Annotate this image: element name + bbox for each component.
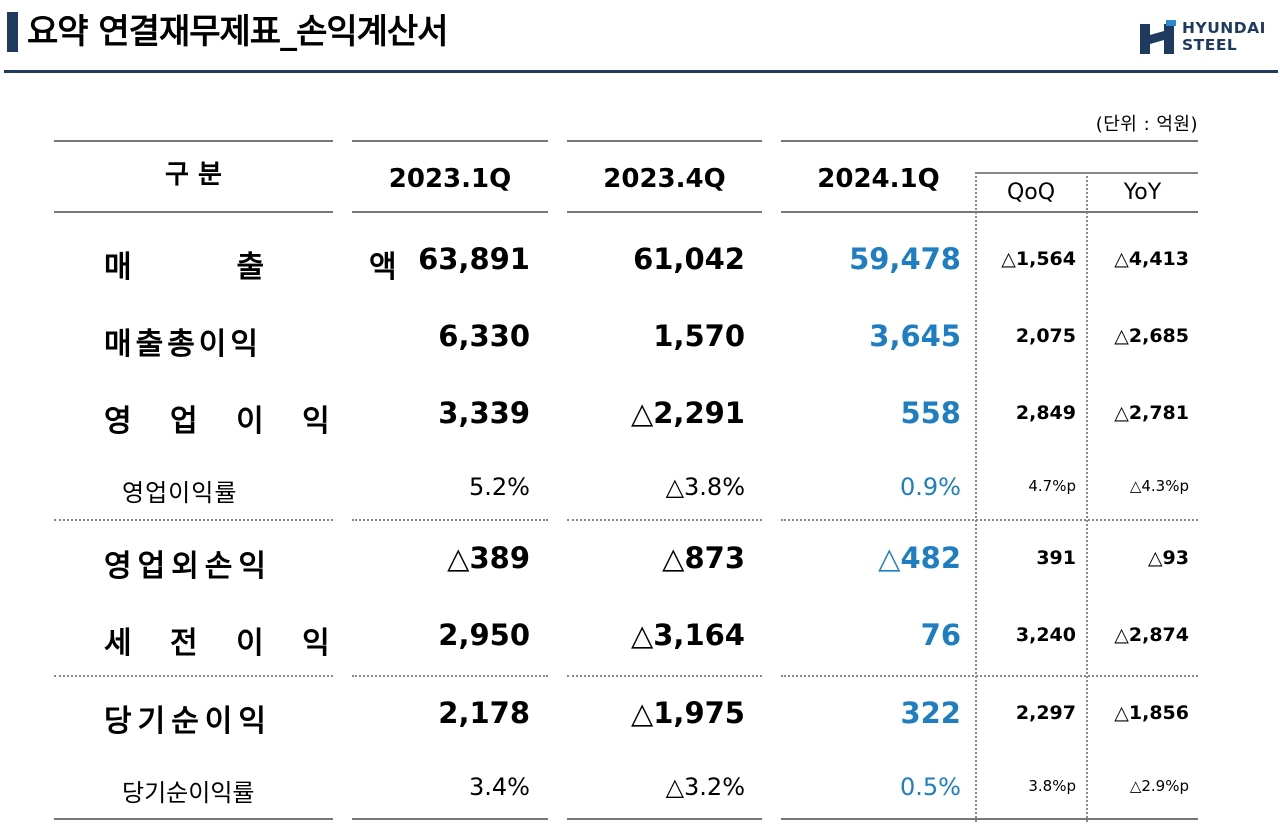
value-qoq: 3,240 (1015, 624, 1076, 646)
logo-wordmark: HYUNDAI STEEL (1182, 20, 1266, 54)
value-yoy: △2,685 (1114, 325, 1189, 347)
logo-line1: HYUNDAI (1182, 19, 1266, 37)
value-yoy: △4.3%p (1129, 477, 1189, 495)
value-2023-4q: △3,164 (630, 618, 745, 652)
value-2023-1q: 2,950 (438, 618, 530, 652)
header-bottom-rule-c2 (567, 211, 762, 213)
row-label: 영업이익률 (122, 479, 238, 507)
row-label: 영업외손익 (104, 549, 272, 584)
table-bottom-rule-c1 (352, 818, 548, 820)
row-label: 매출총이익 (104, 327, 262, 362)
value-2023-1q: 2,178 (438, 696, 530, 730)
value-yoy: △2,781 (1114, 402, 1189, 424)
section-rule-2-c3 (781, 675, 1198, 677)
value-2024-1q: 322 (900, 696, 961, 730)
table-bottom-rule-c2 (567, 818, 762, 820)
value-2023-4q: 61,042 (633, 242, 745, 276)
section-rule-1-c2 (567, 519, 762, 521)
table-bottom-rule-category (54, 818, 333, 820)
value-2024-1q: 3,645 (869, 319, 961, 353)
header-category: 구 분 (165, 160, 222, 190)
unit-label: (단위 : 억원) (1095, 114, 1198, 135)
value-2024-1q: 0.5% (900, 773, 961, 801)
title-accent-bar (7, 12, 18, 52)
header-top-rule-c3 (781, 140, 1198, 142)
value-2023-1q: 6,330 (438, 319, 530, 353)
header-bottom-rule-category (54, 211, 333, 213)
value-qoq: 391 (1036, 547, 1076, 569)
value-yoy: △2,874 (1114, 624, 1189, 646)
value-2023-4q: △1,975 (630, 696, 745, 730)
value-qoq: 4.7%p (1028, 477, 1076, 495)
value-2024-1q: 59,478 (849, 242, 961, 276)
header-top-rule-c1 (352, 140, 548, 142)
row-label: 세 전 이 익 (104, 626, 344, 661)
qoq-left-divider (975, 172, 977, 822)
hyundai-steel-logo-icon (1140, 20, 1176, 54)
header-top-rule-category (54, 140, 333, 142)
page-title: 요약 연결재무제표_손익계산서 (27, 12, 448, 52)
value-2024-1q: 76 (920, 618, 961, 652)
value-2024-1q: 558 (900, 396, 961, 430)
value-yoy: △4,413 (1114, 248, 1189, 270)
header-bottom-rule-c3 (781, 211, 1198, 213)
section-rule-2-category (54, 675, 333, 677)
header-2023-1q: 2023.1Q (388, 164, 512, 194)
header-2023-4q: 2023.4Q (603, 164, 726, 194)
value-2023-4q: △2,291 (630, 396, 745, 430)
header-qoq: QoQ (1006, 180, 1056, 205)
header-bottom-rule-c1 (352, 211, 548, 213)
value-2024-1q: 0.9% (900, 473, 961, 501)
value-2023-1q: 5.2% (469, 473, 530, 501)
value-2023-4q: △873 (662, 541, 745, 575)
header-yoy: YoY (1123, 180, 1162, 205)
section-rule-2-c2 (567, 675, 762, 677)
section-rule-1-c1 (352, 519, 548, 521)
value-yoy: △1,856 (1114, 702, 1189, 724)
logo-line2: STEEL (1182, 36, 1238, 54)
header-top-rule-c2 (567, 140, 762, 142)
row-label: 당기순이익률 (122, 779, 255, 807)
section-rule-1-c3 (781, 519, 1198, 521)
value-2023-1q: △389 (447, 541, 530, 575)
section-rule-1-category (54, 519, 333, 521)
table-bottom-rule-c3 (781, 818, 1198, 820)
value-2024-1q: △482 (878, 541, 961, 575)
value-2023-1q: 63,891 (418, 242, 530, 276)
value-2023-4q: △3.8% (665, 473, 745, 501)
value-qoq: 2,075 (1015, 325, 1076, 347)
value-2023-4q: △3.2% (665, 773, 745, 801)
value-qoq: 2,849 (1015, 402, 1076, 424)
hyundai-steel-logo: HYUNDAI STEEL (1138, 18, 1268, 58)
value-2023-4q: 1,570 (653, 319, 745, 353)
row-label: 영 업 이 익 (104, 404, 344, 439)
value-2023-1q: 3.4% (469, 773, 530, 801)
header-2024-1q: 2024.1Q (817, 164, 940, 194)
section-rule-2-c1 (352, 675, 548, 677)
value-qoq: 3.8%p (1028, 777, 1076, 795)
value-2023-1q: 3,339 (438, 396, 530, 430)
value-yoy: △2.9%p (1129, 777, 1189, 795)
row-label: 당기순이익 (104, 704, 272, 739)
value-qoq: 2,297 (1015, 702, 1076, 724)
qoq-yoy-divider (1086, 172, 1088, 822)
header-divider (4, 70, 1278, 73)
value-qoq: △1,564 (1001, 248, 1076, 270)
value-yoy: △93 (1147, 547, 1189, 569)
row-label: 매 출 액 (104, 250, 425, 285)
